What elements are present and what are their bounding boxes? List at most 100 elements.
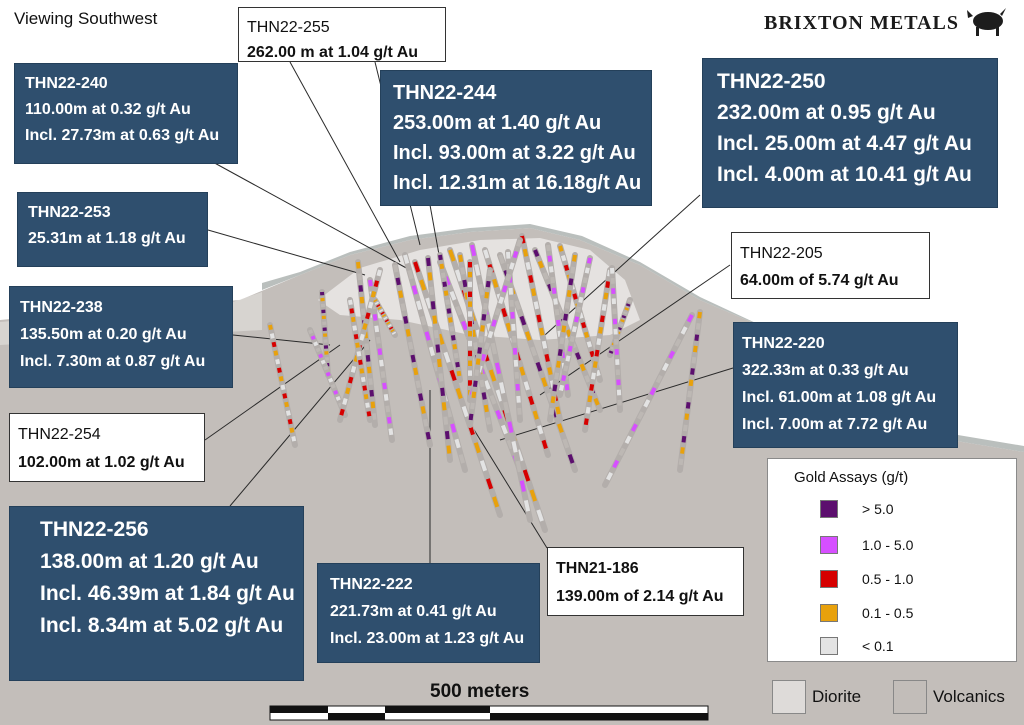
assay-interval [450, 335, 456, 341]
assay-interval [558, 245, 564, 252]
assay-interval [508, 262, 515, 270]
assay-interval [484, 291, 490, 299]
assay-interval [559, 337, 565, 345]
assay-interval [554, 309, 560, 316]
assay-interval [584, 267, 590, 274]
assay-interval [599, 315, 605, 323]
assay-interval [507, 421, 514, 434]
assay-interval [555, 406, 561, 415]
assay-interval [400, 303, 406, 312]
assay-interval [443, 351, 451, 363]
callout-hole-id: THN22-253 [28, 204, 111, 221]
callout-intercept: 135.50m at 0.20 g/t Au [20, 326, 187, 343]
assay-interval [552, 384, 558, 392]
assay-interval [420, 406, 426, 414]
assay-interval [411, 285, 418, 295]
callout-thn22-250: THN22-250 232.00m at 0.95 g/t Au Incl. 25.… [702, 58, 998, 208]
assay-interval [500, 424, 508, 435]
assay-interval [612, 459, 620, 469]
rock-legend-volcanics: Volcanics [893, 680, 1005, 714]
assay-interval [618, 322, 624, 327]
assay-interval [624, 307, 630, 311]
assay-interval [483, 404, 489, 413]
assay-interval [405, 328, 411, 337]
assay-interval [381, 314, 387, 318]
assay-interval [512, 250, 519, 259]
assay-interval [547, 255, 553, 262]
assay-interval [589, 350, 595, 358]
assay-interval [452, 343, 458, 350]
leader-line [467, 419, 548, 549]
assay-interval [523, 381, 530, 391]
leader-line [199, 154, 411, 271]
assay-interval [359, 368, 365, 374]
assay-interval [425, 431, 431, 440]
assay-interval [365, 402, 370, 408]
assay-interval [522, 248, 529, 257]
assay-interval [408, 341, 414, 350]
assay-interval [410, 354, 416, 363]
assay-interval [494, 362, 502, 375]
assay-interval [350, 316, 356, 323]
assay-interval [618, 447, 626, 457]
assay-interval [523, 499, 531, 512]
assay-interval [384, 319, 389, 323]
assay-interval [529, 489, 538, 502]
assay-interval [678, 458, 684, 466]
assay-interval [505, 273, 512, 282]
callout-intercept: 253.00m at 1.40 g/t Au [393, 112, 602, 134]
assay-interval [373, 299, 378, 303]
assay-interval [681, 435, 687, 443]
assay-interval [478, 283, 485, 296]
assay-interval [561, 325, 567, 333]
assay-interval [366, 411, 372, 417]
assay-interval [330, 383, 336, 389]
assay-interval [375, 336, 381, 344]
assay-interval [483, 342, 490, 350]
leader-line [544, 194, 701, 336]
assay-interval [533, 301, 540, 310]
assay-interval [477, 347, 482, 354]
assay-interval [593, 397, 600, 406]
scale-segment [490, 713, 708, 720]
assay-interval [501, 285, 508, 293]
assay-interval [580, 286, 586, 294]
assay-interval [358, 285, 364, 292]
assay-interval [694, 334, 700, 342]
bull-logo-icon [967, 8, 1006, 36]
assay-interval [460, 320, 468, 331]
callout-hole-id: THN22-256 [40, 518, 149, 541]
assay-interval [624, 435, 632, 445]
assay-interval [474, 264, 481, 276]
assay-interval [395, 277, 401, 286]
assay-interval [655, 374, 663, 384]
scale-segment [328, 713, 385, 720]
callout-thn21-186: THN21-186 139.00m of 2.14 g/t Au [547, 547, 744, 616]
leader-line [289, 61, 401, 263]
assay-interval [692, 345, 698, 353]
assay-interval [488, 369, 497, 382]
assay-interval [621, 315, 627, 319]
legend-swatch [820, 604, 838, 622]
callout-hole-id: THN22-240 [25, 75, 108, 92]
assay-interval [453, 352, 459, 359]
assay-interval [585, 406, 591, 414]
assay-interval [291, 436, 297, 442]
assay-interval [487, 269, 492, 277]
assay-interval [413, 367, 419, 376]
assay-interval [386, 321, 391, 325]
assay-interval [433, 361, 440, 372]
assay-interval [483, 249, 490, 259]
assay-interval [315, 347, 321, 353]
assay-interval [637, 411, 645, 420]
assay-interval [378, 309, 384, 313]
assay-interval [377, 306, 382, 310]
assay-interval [586, 257, 592, 264]
assay-interval [376, 304, 381, 308]
legend-swatch [820, 500, 838, 518]
assay-interval [541, 439, 548, 449]
view-direction-label: Viewing Southwest [14, 9, 158, 28]
assay-interval [680, 447, 685, 454]
assay-interval [374, 301, 379, 305]
